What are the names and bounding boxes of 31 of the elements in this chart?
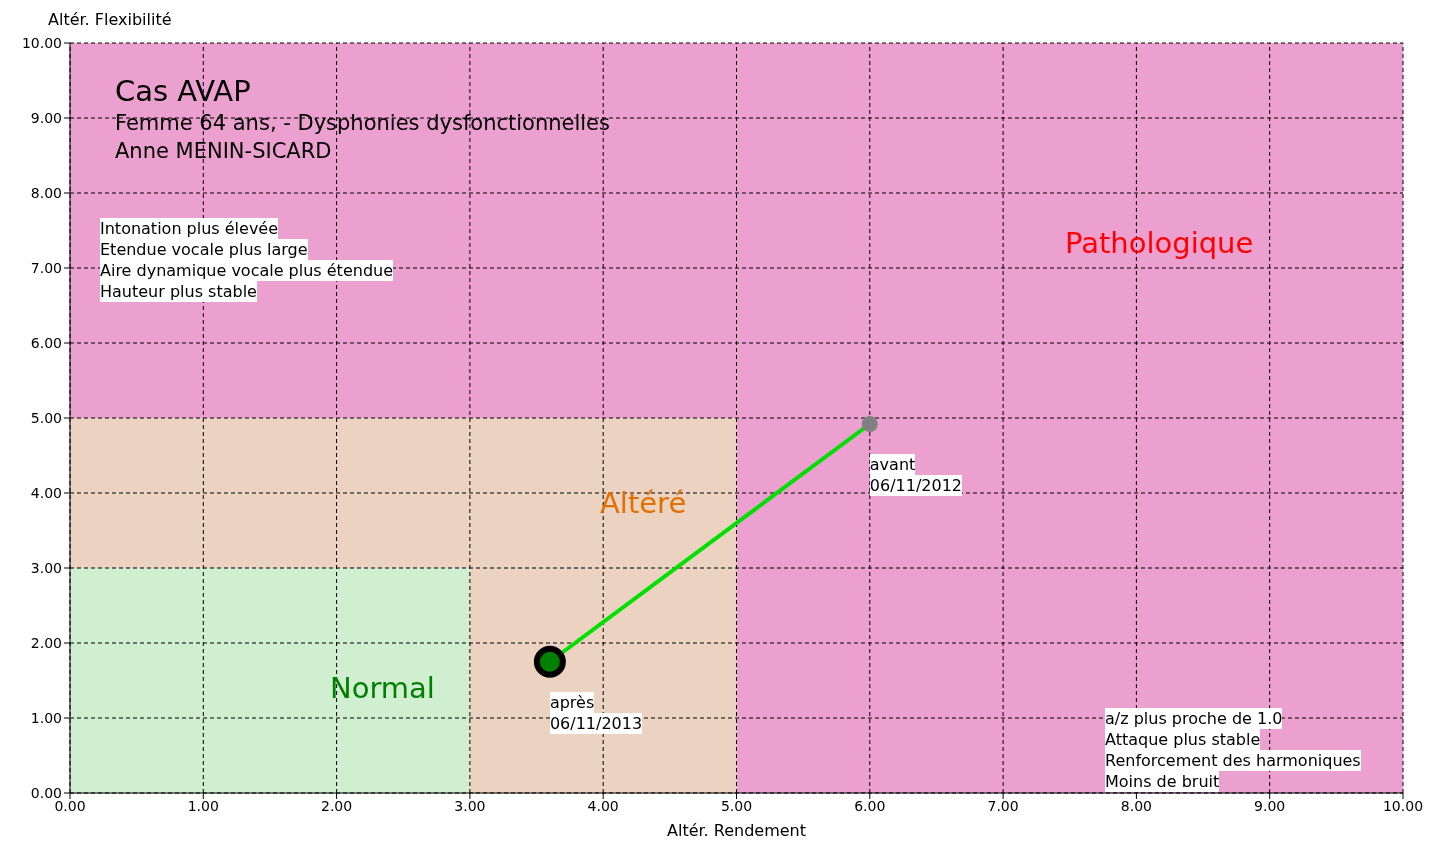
- y-tick-label: 6.00: [30, 334, 62, 351]
- y-tick-label: 5.00: [30, 409, 62, 426]
- y-tick-label: 4.00: [30, 484, 62, 501]
- y-tick-label: 8.00: [30, 184, 62, 201]
- x-tick-label: 10.00: [1382, 797, 1424, 814]
- x-tick-label: 3.00: [454, 797, 486, 814]
- y-tick-label: 1.00: [30, 709, 62, 726]
- y-tick-label: 7.00: [30, 259, 62, 276]
- annotation: Altéré: [600, 486, 687, 520]
- x-tick-label: 9.00: [1254, 797, 1286, 814]
- x-tick-label: 5.00: [720, 797, 753, 814]
- annotation: Intonation plus élevée Etendue vocale plus large Aire dynamique vocale plus étendue Hauteur plus stable: [100, 218, 394, 302]
- y-tick-label: 10.00: [21, 34, 62, 51]
- annotation: après 06/11/2013: [549, 691, 643, 734]
- text: Cas AVAP: [115, 73, 252, 109]
- annotation: Pathologique: [1065, 226, 1254, 260]
- x-tick-label: 7.00: [987, 797, 1019, 814]
- annotation: Normal: [330, 671, 435, 705]
- annotation: a/z plus proche de 1.0 Attaque plus stable Renforcement des harmoniques Moins de bruit: [1105, 708, 1361, 792]
- annotation: avant 06/11/2012: [869, 454, 963, 496]
- x-tick-label: 6.00: [854, 797, 886, 814]
- text: Femme 64 ans, - Dysphonies dysfonctionnelles Anne MENIN-SICARD: [115, 110, 610, 165]
- x-axis-title: Altér. Rendement: [666, 821, 807, 840]
- y-tick-label: 9.00: [30, 109, 62, 126]
- x-tick-label: 4.00: [587, 797, 619, 814]
- y-axis-title: Altér. Flexibilité: [48, 10, 172, 29]
- x-tick-label: 1.00: [187, 797, 219, 814]
- y-tick-label: 2.00: [30, 634, 62, 651]
- x-tick-label: 2.00: [321, 797, 353, 814]
- x-tick-label: 8.00: [1120, 797, 1152, 814]
- y-tick-label: 3.00: [30, 559, 62, 576]
